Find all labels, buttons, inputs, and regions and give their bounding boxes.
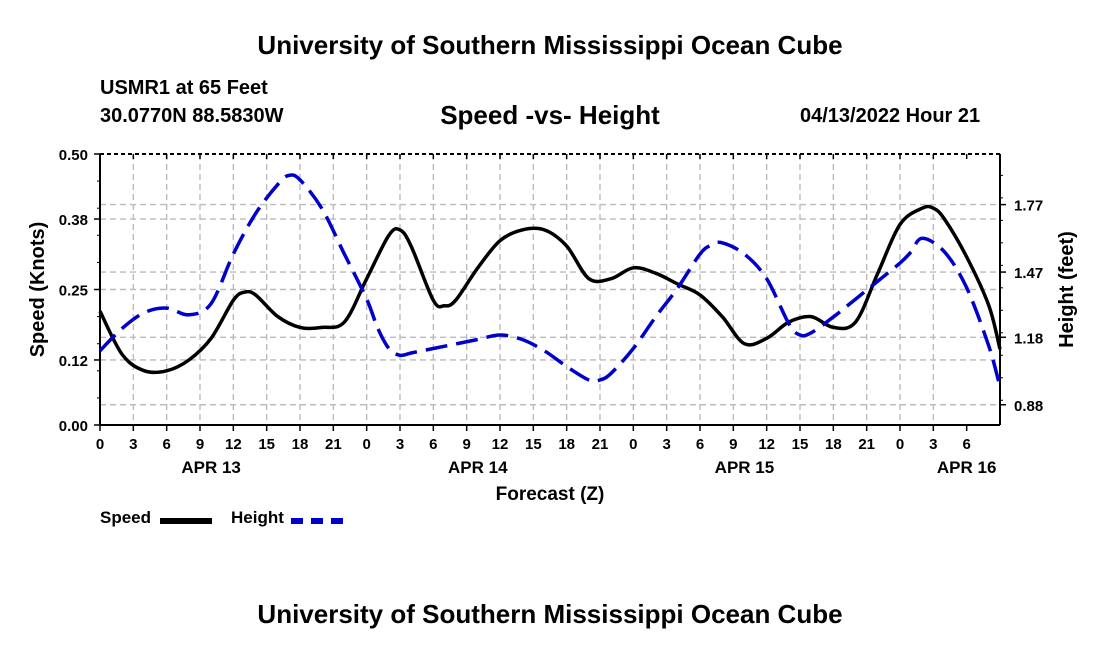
x-tick-label: 21 <box>592 436 609 453</box>
y-axis-title: Speed (Knots) <box>27 222 49 358</box>
x-tick-label: 6 <box>962 436 970 453</box>
x-tick-label: 18 <box>825 436 842 453</box>
x-tick-label: 18 <box>292 436 309 453</box>
legend-height-swatch <box>291 518 343 524</box>
x-tick-label: 3 <box>396 436 404 453</box>
x-tick-label: 21 <box>325 436 342 453</box>
x-tick-label: 0 <box>362 436 370 453</box>
legend-height-label: Height <box>231 508 284 527</box>
x-date-label: APR 14 <box>448 458 508 477</box>
legend-speed-swatch <box>160 518 212 524</box>
x-tick-label: 0 <box>96 436 104 453</box>
x-tick-label: 12 <box>492 436 509 453</box>
y-tick-label: 0.38 <box>59 212 88 229</box>
x-tick-label: 15 <box>525 436 542 453</box>
x-tick-label: 9 <box>729 436 737 453</box>
x-tick-label: 3 <box>929 436 937 453</box>
y2-tick-label: 1.18 <box>1014 330 1043 347</box>
x-tick-label: 6 <box>429 436 437 453</box>
y2-tick-label: 1.47 <box>1014 265 1043 282</box>
station-label: USMR1 at 65 Feet <box>100 77 268 99</box>
y-tick-label: 0.50 <box>59 147 88 164</box>
x-tick-label: 15 <box>258 436 275 453</box>
speed-series-line <box>98 204 1002 375</box>
x-axis-title: Forecast (Z) <box>496 484 605 505</box>
x-date-label: APR 13 <box>181 458 241 477</box>
chart-title-top: University of Southern Mississippi Ocean… <box>257 30 843 60</box>
x-tick-label: 6 <box>696 436 704 453</box>
x-tick-label: 21 <box>858 436 875 453</box>
coordinates-label: 30.0770N 88.5830W <box>100 105 284 127</box>
x-tick-label: 9 <box>462 436 470 453</box>
x-tick-label: 15 <box>792 436 809 453</box>
y-tick-label: 0.00 <box>59 418 88 435</box>
x-tick-label: 6 <box>162 436 170 453</box>
x-tick-label: 0 <box>896 436 904 453</box>
chart-subtitle: Speed -vs- Height <box>440 100 660 130</box>
x-tick-label: 0 <box>629 436 637 453</box>
chart-title-bottom: University of Southern Mississippi Ocean… <box>257 599 843 629</box>
x-date-label: APR 16 <box>937 458 997 477</box>
x-tick-label: 9 <box>196 436 204 453</box>
x-tick-label: 12 <box>758 436 775 453</box>
y2-tick-label: 0.88 <box>1014 398 1043 415</box>
y2-tick-label: 1.77 <box>1014 198 1043 215</box>
forecast-datetime: 04/13/2022 Hour 21 <box>800 105 981 127</box>
x-tick-label: 3 <box>129 436 137 453</box>
y2-axis-title: Height (feet) <box>1056 231 1078 348</box>
height-series-line <box>98 173 1002 388</box>
legend-speed-label: Speed <box>100 508 152 527</box>
x-tick-label: 18 <box>558 436 575 453</box>
y-tick-label: 0.12 <box>59 353 88 370</box>
x-date-label: APR 15 <box>715 458 775 477</box>
y-tick-label: 0.25 <box>59 283 88 300</box>
x-tick-label: 3 <box>662 436 670 453</box>
x-tick-label: 12 <box>225 436 242 453</box>
